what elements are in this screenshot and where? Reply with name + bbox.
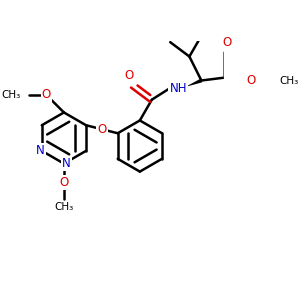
Text: CH₃: CH₃ xyxy=(2,90,21,100)
Text: CH₃: CH₃ xyxy=(54,202,74,212)
Text: O: O xyxy=(97,123,106,136)
Text: NH: NH xyxy=(169,82,187,95)
Text: O: O xyxy=(246,74,256,87)
Text: CH₃: CH₃ xyxy=(280,76,299,85)
Text: O: O xyxy=(125,69,134,82)
Text: O: O xyxy=(42,88,51,101)
Text: O: O xyxy=(222,36,232,49)
Text: N: N xyxy=(36,144,45,157)
Polygon shape xyxy=(185,79,202,87)
Text: O: O xyxy=(59,176,69,189)
Text: N: N xyxy=(62,157,71,170)
